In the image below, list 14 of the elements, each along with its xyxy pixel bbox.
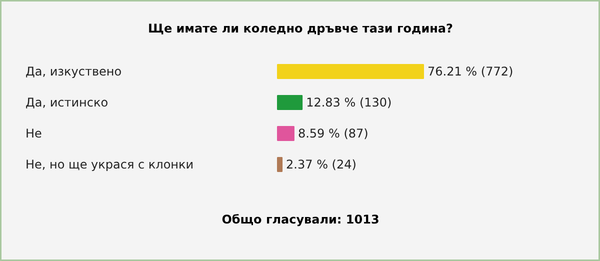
y-tick-label: Не <box>26 126 42 140</box>
data-label: 2.37 % (24) <box>286 158 356 172</box>
data-label: 76.21 % (772) <box>428 64 514 78</box>
bar <box>277 64 424 79</box>
text: Общо гласували: 1013 <box>222 212 380 226</box>
bar <box>277 157 283 172</box>
bar <box>277 126 294 141</box>
data-label: 12.83 % (130) <box>306 96 392 110</box>
y-tick-label: Да, изкуствено <box>26 64 122 78</box>
chart-title: Ще имате ли коледно дръвче тази година? <box>148 22 454 36</box>
y-tick-label: Не, но ще украся с клонки <box>26 158 194 172</box>
bar <box>277 95 303 110</box>
y-tick-label: Да, истинско <box>26 96 108 110</box>
data-label: 8.59 % (87) <box>298 126 368 140</box>
